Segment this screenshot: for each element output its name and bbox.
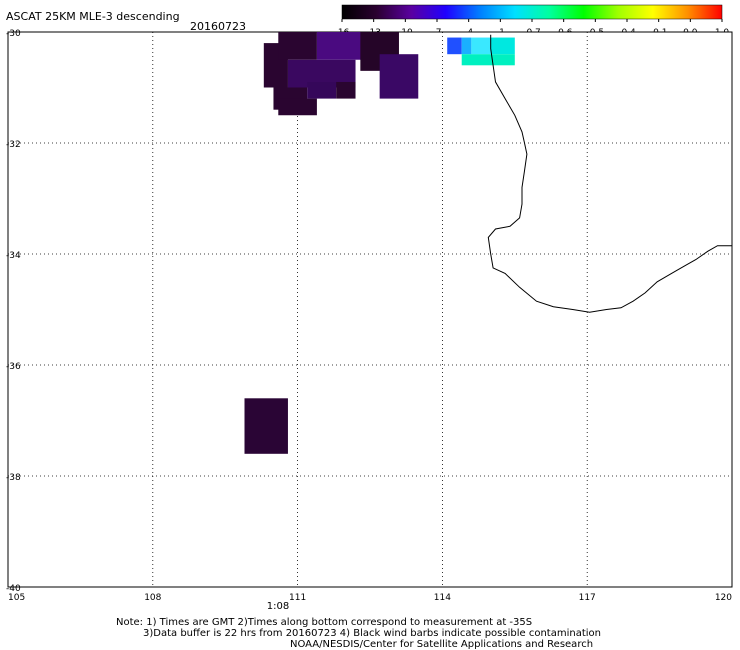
coastline-path	[487, 34, 732, 313]
note-line-2: 3)Data buffer is 22 hrs from 20160723 4)…	[143, 628, 601, 639]
lat-tick-label: -36	[6, 362, 21, 372]
note-line-1: Note: 1) Times are GMT 2)Times along bot…	[116, 617, 532, 628]
data-cell	[336, 81, 356, 99]
map-frame	[7, 31, 733, 588]
lon-tick-label: 105	[8, 593, 25, 603]
data-cells	[244, 32, 515, 454]
gridlines	[8, 32, 732, 587]
lon-tick-label: 114	[434, 593, 451, 603]
lat-tick-label: -32	[6, 140, 21, 150]
lon-tick-label: 111	[289, 593, 306, 603]
latitude-labels: -30 -32 -34 -36 -38 -40	[6, 29, 21, 594]
data-cell	[307, 81, 337, 99]
coastline	[487, 34, 732, 313]
lon-tick-label: 108	[144, 593, 161, 603]
colorbar-gradient	[341, 4, 723, 20]
lat-tick-label: -30	[6, 29, 21, 39]
data-cell	[244, 398, 288, 454]
longitude-labels: 105 108 111 114 117 120	[8, 593, 732, 603]
data-cell	[447, 37, 462, 55]
colorbar	[341, 4, 723, 20]
lon-tick-label: 117	[579, 593, 596, 603]
data-cell	[471, 37, 491, 55]
data-cell	[278, 32, 317, 60]
map-area	[7, 31, 733, 588]
time-label: 1:08	[267, 601, 289, 612]
data-cell	[461, 37, 472, 55]
data-cell	[461, 54, 515, 66]
data-cell	[490, 37, 515, 55]
lon-tick-label: 120	[715, 593, 732, 603]
data-cell	[379, 54, 419, 99]
lat-tick-label: -38	[6, 473, 21, 483]
lat-tick-label: -40	[6, 584, 21, 594]
lat-tick-label: -34	[6, 251, 21, 261]
product-date: 20160723	[190, 20, 246, 33]
product-title: ASCAT 25KM MLE-3 descending	[6, 10, 180, 23]
note-line-3: NOAA/NESDIS/Center for Satellite Applica…	[290, 639, 593, 650]
data-cell	[278, 98, 317, 116]
